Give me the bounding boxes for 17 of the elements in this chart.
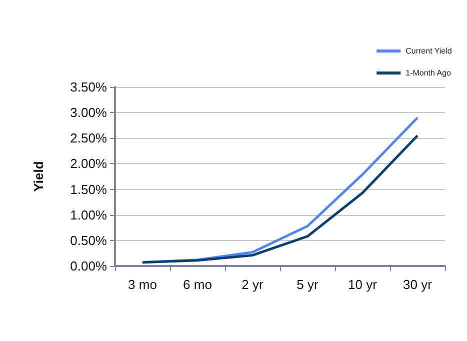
x-tick-label: 6 mo [183, 277, 212, 292]
x-tick-label: 3 mo [128, 277, 157, 292]
x-tick-label: 2 yr [242, 277, 264, 292]
y-tick-label: 1.50% [70, 182, 108, 197]
x-tick-label: 10 yr [348, 277, 378, 292]
x-tick-label: 5 yr [296, 277, 320, 292]
y-tick-label: 0.00% [70, 258, 108, 274]
x-tick-label: 30 yr [403, 277, 433, 292]
y-tick-label: 3.00% [70, 105, 108, 120]
y-tick-label: 1.00% [70, 207, 108, 222]
y-tick-label: 2.00% [70, 156, 108, 172]
y-tick-label: 2.50% [70, 130, 108, 146]
y-tick-label: 0.50% [70, 232, 108, 248]
legend-label: 1-Month Ago [406, 68, 452, 78]
y-axis-title: Yield [31, 161, 46, 192]
y-tick-label: 3.50% [70, 80, 108, 94]
legend-label: Current Yield [406, 46, 452, 56]
